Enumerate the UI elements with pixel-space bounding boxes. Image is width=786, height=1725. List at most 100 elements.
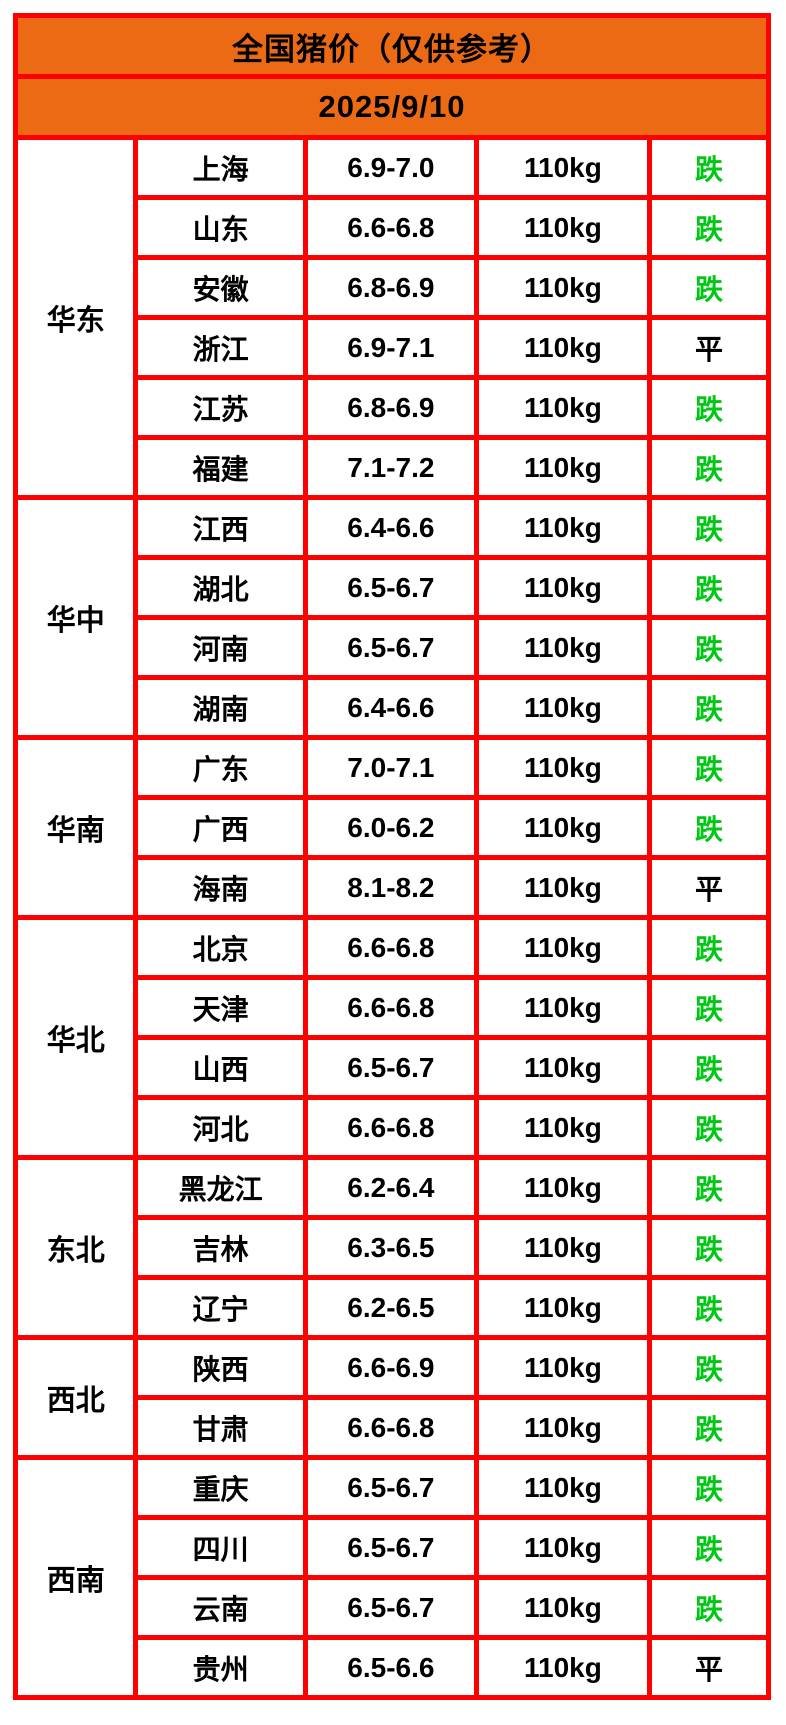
table-row: 海南 8.1-8.2 110kg 平 xyxy=(16,855,771,920)
table-row: 云南 6.5-6.7 110kg 跌 xyxy=(16,1575,771,1640)
trend-value: 跌 xyxy=(647,555,771,620)
price-cell: 6.9-7.0 xyxy=(302,135,479,200)
province-cell: 北京 xyxy=(133,915,308,980)
table-row: 山西 6.5-6.7 110kg 跌 xyxy=(16,1035,771,1100)
table-row: 福建 7.1-7.2 110kg 跌 xyxy=(16,435,771,500)
province-cell: 辽宁 xyxy=(133,1275,308,1340)
region-cell: 华中 xyxy=(12,495,139,740)
trend-value: 跌 xyxy=(647,1155,771,1220)
price-cell: 7.0-7.1 xyxy=(302,735,479,800)
province-cell: 云南 xyxy=(133,1575,308,1640)
table-row: 东北 黑龙江 6.2-6.4 110kg 跌 xyxy=(12,1155,771,1340)
table-row: 西北 陕西 6.6-6.9 110kg 跌 xyxy=(12,1335,771,1460)
weight-cell: 110kg xyxy=(473,1215,653,1280)
trend-value: 跌 xyxy=(647,675,771,740)
province-cell: 福建 xyxy=(133,435,308,500)
weight-cell: 110kg xyxy=(473,795,653,860)
table-row: 华南 广东 7.0-7.1 110kg 跌 xyxy=(12,735,771,920)
trend-value: 跌 xyxy=(647,1515,771,1580)
province-cell: 湖北 xyxy=(133,555,308,620)
title-row: 全国猪价（仅供参考） xyxy=(13,13,771,79)
price-cell: 7.1-7.2 xyxy=(302,435,479,500)
table-row: 河南 6.5-6.7 110kg 跌 xyxy=(16,615,771,680)
price-cell: 6.4-6.6 xyxy=(302,675,479,740)
table-row: 浙江 6.9-7.1 110kg 平 xyxy=(16,315,771,380)
trend-value: 平 xyxy=(647,315,771,380)
province-cell: 海南 xyxy=(133,855,308,920)
price-cell: 6.6-6.8 xyxy=(302,195,479,260)
weight-cell: 110kg xyxy=(473,195,653,260)
date-row: 2025/9/10 xyxy=(13,74,771,140)
price-cell: 6.6-6.9 xyxy=(302,1335,479,1400)
table-row: 贵州 6.5-6.6 110kg 平 xyxy=(16,1635,771,1700)
region-cell: 华东 xyxy=(12,135,139,500)
price-cell: 6.9-7.1 xyxy=(302,315,479,380)
trend-value: 跌 xyxy=(647,1575,771,1640)
table-row: 辽宁 6.2-6.5 110kg 跌 xyxy=(16,1275,771,1340)
table-row: 广西 6.0-6.2 110kg 跌 xyxy=(16,795,771,860)
weight-cell: 110kg xyxy=(473,135,653,200)
trend-value: 跌 xyxy=(647,135,771,200)
trend-value: 跌 xyxy=(647,1455,771,1520)
trend-value: 跌 xyxy=(647,615,771,680)
region-cell: 华北 xyxy=(12,915,139,1160)
price-cell: 6.6-6.8 xyxy=(302,915,479,980)
province-cell: 广东 xyxy=(133,735,308,800)
province-cell: 安徽 xyxy=(133,255,308,320)
price-cell: 6.5-6.7 xyxy=(302,555,479,620)
province-cell: 湖南 xyxy=(133,675,308,740)
price-cell: 6.5-6.7 xyxy=(302,1575,479,1640)
weight-cell: 110kg xyxy=(473,375,653,440)
weight-cell: 110kg xyxy=(473,1395,653,1460)
price-cell: 6.2-6.4 xyxy=(302,1155,479,1220)
price-cell: 6.3-6.5 xyxy=(302,1215,479,1280)
trend-value: 跌 xyxy=(647,195,771,260)
region-cell: 华南 xyxy=(12,735,139,920)
trend-value: 跌 xyxy=(647,975,771,1040)
trend-value: 跌 xyxy=(647,1395,771,1460)
trend-value: 跌 xyxy=(647,375,771,440)
price-cell: 6.5-6.7 xyxy=(302,615,479,680)
table-row: 西南 重庆 6.5-6.7 110kg 跌 xyxy=(12,1455,771,1700)
province-cell: 山东 xyxy=(133,195,308,260)
trend-value: 跌 xyxy=(647,795,771,860)
weight-cell: 110kg xyxy=(473,975,653,1040)
weight-cell: 110kg xyxy=(473,315,653,380)
weight-cell: 110kg xyxy=(473,1035,653,1100)
page-title: 全国猪价（仅供参考） xyxy=(13,13,771,79)
trend-value: 跌 xyxy=(647,1275,771,1340)
table-row: 湖北 6.5-6.7 110kg 跌 xyxy=(16,555,771,620)
province-cell: 广西 xyxy=(133,795,308,860)
weight-cell: 110kg xyxy=(473,915,653,980)
province-cell: 吉林 xyxy=(133,1215,308,1280)
trend-value: 平 xyxy=(647,1635,771,1700)
table-row: 天津 6.6-6.8 110kg 跌 xyxy=(16,975,771,1040)
pig-price-table: 全国猪价（仅供参考） 2025/9/10 华东 上海 6.9-7.0 110kg… xyxy=(12,13,771,1700)
weight-cell: 110kg xyxy=(473,615,653,680)
table-row: 吉林 6.3-6.5 110kg 跌 xyxy=(16,1215,771,1280)
trend-value: 跌 xyxy=(647,1095,771,1160)
price-cell: 6.5-6.6 xyxy=(302,1635,479,1700)
weight-cell: 110kg xyxy=(473,495,653,560)
weight-cell: 110kg xyxy=(473,675,653,740)
weight-cell: 110kg xyxy=(473,435,653,500)
trend-value: 跌 xyxy=(647,255,771,320)
table-row: 华中 江西 6.4-6.6 110kg 跌 xyxy=(12,495,771,740)
trend-value: 跌 xyxy=(647,1035,771,1100)
province-cell: 江西 xyxy=(133,495,308,560)
weight-cell: 110kg xyxy=(473,1575,653,1640)
price-cell: 6.8-6.9 xyxy=(302,375,479,440)
price-cell: 6.6-6.8 xyxy=(302,975,479,1040)
table-row: 安徽 6.8-6.9 110kg 跌 xyxy=(16,255,771,320)
price-cell: 6.5-6.7 xyxy=(302,1515,479,1580)
province-cell: 甘肃 xyxy=(133,1395,308,1460)
table-row: 湖南 6.4-6.6 110kg 跌 xyxy=(16,675,771,740)
weight-cell: 110kg xyxy=(473,555,653,620)
province-cell: 上海 xyxy=(133,135,308,200)
province-cell: 四川 xyxy=(133,1515,308,1580)
table-row: 甘肃 6.6-6.8 110kg 跌 xyxy=(16,1395,771,1460)
trend-value: 跌 xyxy=(647,735,771,800)
weight-cell: 110kg xyxy=(473,1095,653,1160)
price-cell: 6.2-6.5 xyxy=(302,1275,479,1340)
table-row: 江苏 6.8-6.9 110kg 跌 xyxy=(16,375,771,440)
